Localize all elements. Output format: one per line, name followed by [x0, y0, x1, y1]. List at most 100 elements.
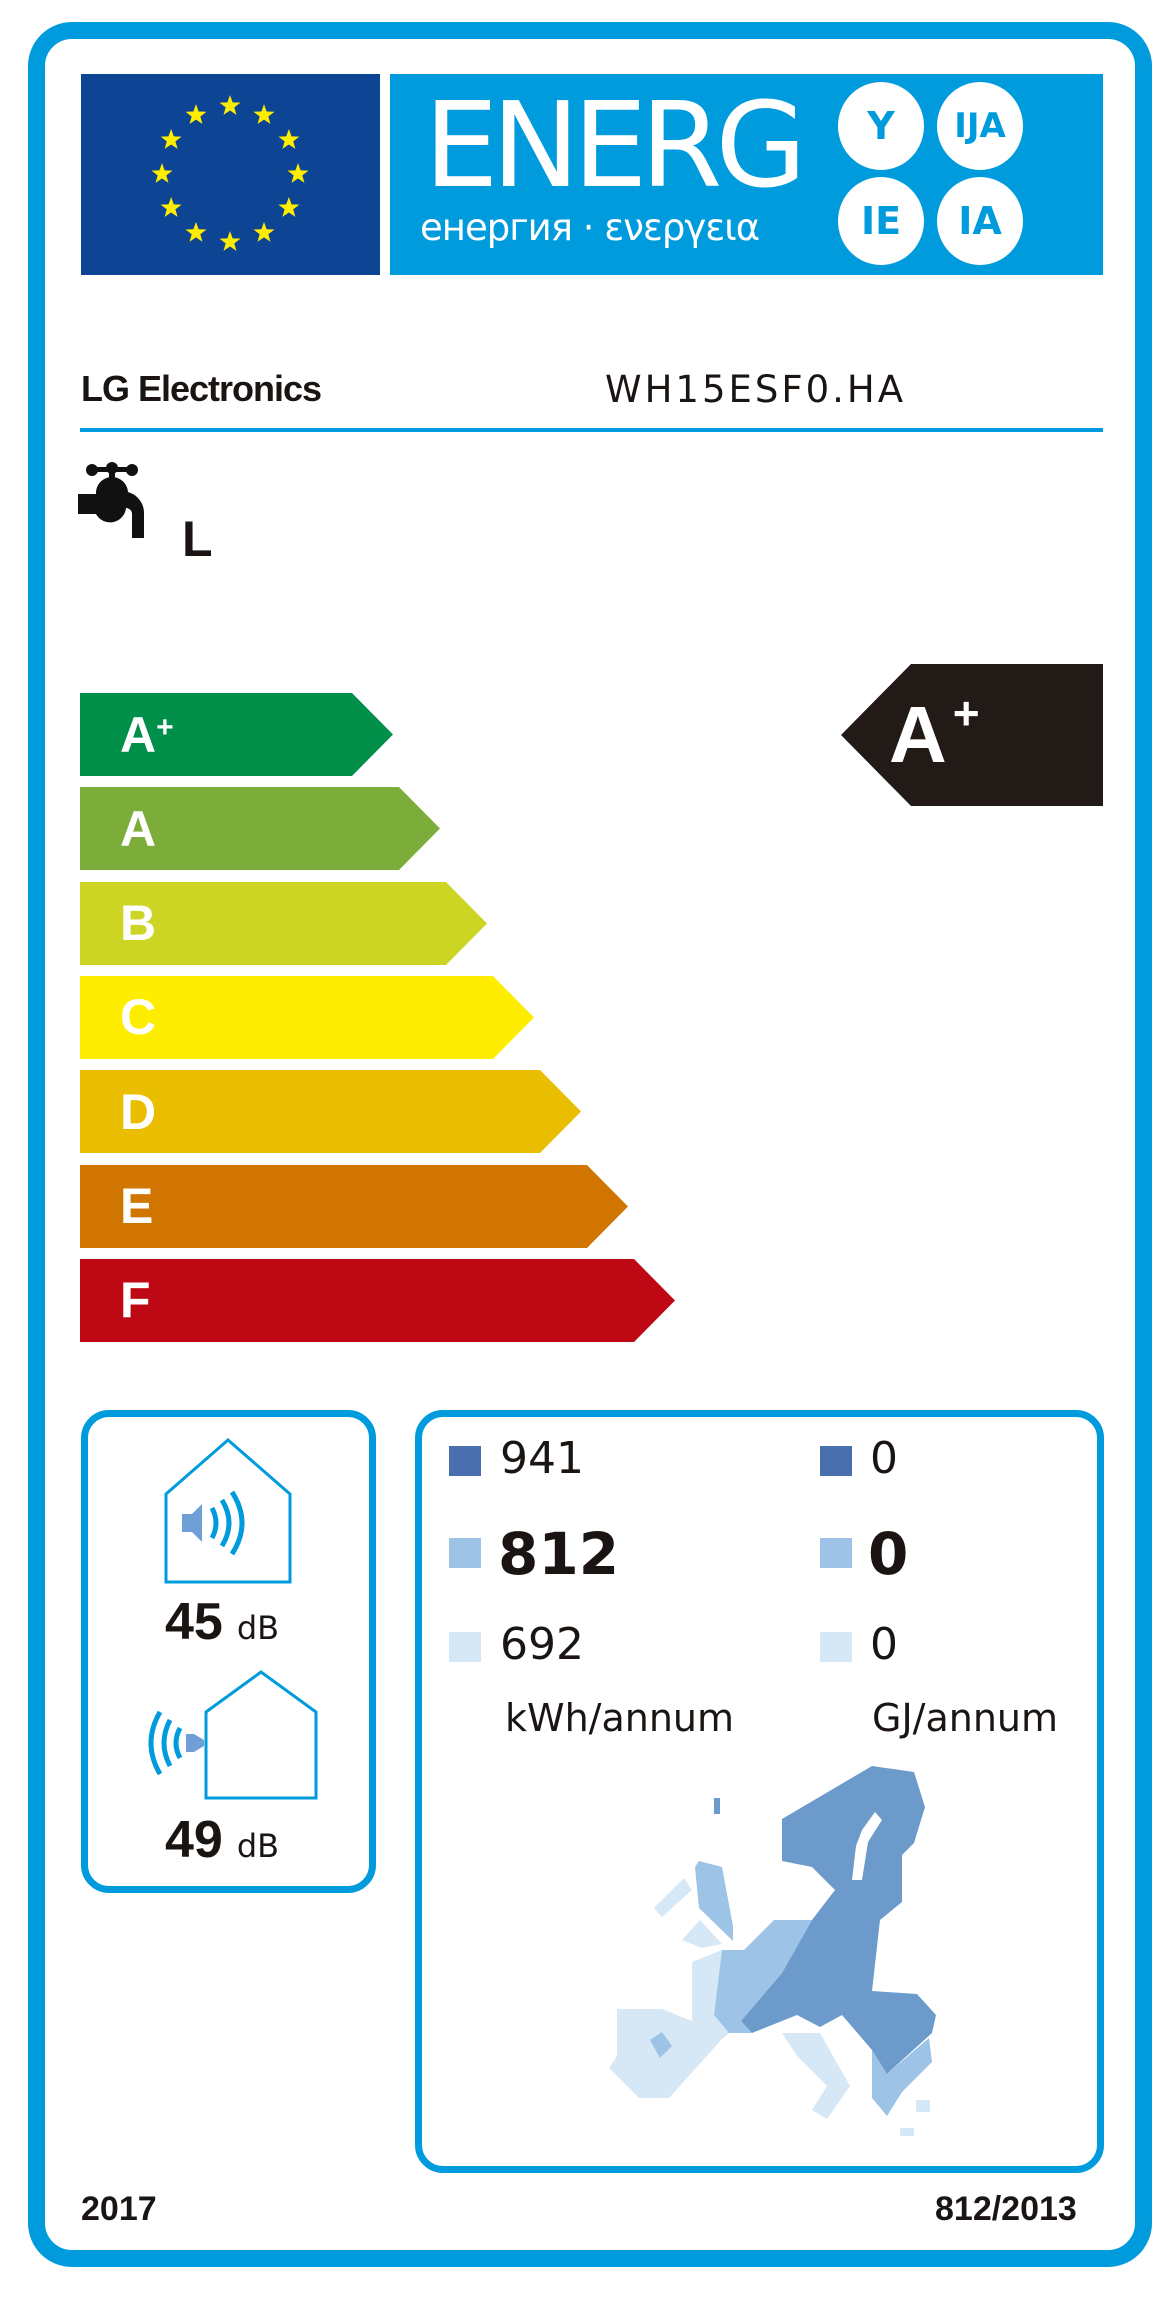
indoor-noise-level: 45 dB — [165, 1592, 279, 1652]
map-zone-warmer — [654, 1878, 692, 1917]
kwh-warmer: 692 — [500, 1619, 584, 1670]
rating-plus: + — [952, 687, 980, 739]
scale-bar-label: D — [120, 1070, 156, 1153]
eu-star-icon — [278, 197, 300, 217]
eu-star-icon — [253, 221, 275, 242]
energy-title: ENERG — [424, 76, 807, 214]
rating-arrow-shape — [841, 664, 1103, 806]
europe-climate-map — [609, 1766, 936, 2136]
label-year: 2017 — [81, 2190, 157, 2228]
scale-class-letter: C — [120, 989, 157, 1046]
scale-bar-shape — [80, 1258, 675, 1342]
regulation-number: 812/2013 — [935, 2190, 1077, 2228]
map-zone-average — [650, 2032, 672, 2058]
average-zone-swatch — [449, 1538, 481, 1568]
colder-zone-swatch — [449, 1446, 481, 1476]
scale-class-letter: F — [120, 1272, 151, 1329]
scale-bar-shape — [80, 975, 534, 1059]
outdoor-noise-icon — [148, 1670, 318, 1800]
map-zone-warmer — [900, 2128, 914, 2136]
scale-bar-label: B — [120, 882, 156, 965]
scale-bar-aplus: A + — [80, 693, 393, 776]
map-baltic-sea — [852, 1812, 882, 1880]
eu-star-icon — [185, 221, 207, 242]
scale-bar-label: A — [120, 787, 156, 870]
warmer-zone-swatch — [449, 1632, 481, 1662]
scale-bar-label: C — [120, 976, 156, 1059]
scale-bar-b: B — [80, 881, 487, 965]
average-zone-swatch-gj — [820, 1538, 852, 1568]
outdoor-noise-level: 49 dB — [165, 1810, 279, 1870]
label-frame — [28, 22, 1152, 2267]
eu-star-icon — [160, 129, 182, 149]
eu-star-icon — [185, 104, 207, 124]
load-profile-value: L — [182, 511, 213, 567]
eu-star-icon — [160, 197, 182, 217]
gj-average: 0 — [868, 1520, 909, 1588]
scale-bar-label: A + — [120, 693, 174, 776]
eu-star-icon — [219, 231, 241, 251]
scale-bar-shape — [80, 787, 440, 871]
suffix-y: Y — [838, 82, 924, 170]
map-zone-average — [695, 1861, 733, 1941]
eu-flag-icon — [81, 74, 380, 275]
scale-bar-f: F — [80, 1258, 675, 1342]
map-zone-colder — [741, 1920, 936, 2074]
kwh-average: 812 — [498, 1520, 620, 1588]
scale-bar-d: D — [80, 1070, 581, 1154]
indoor-noise-unit: dB — [236, 1609, 280, 1647]
scale-bar-label: F — [120, 1259, 151, 1342]
gj-colder: 0 — [870, 1433, 898, 1484]
rating-arrow: A + — [841, 664, 1103, 806]
map-zone-average — [714, 1920, 812, 2033]
noise-panel — [81, 1410, 376, 1893]
consumption-panel — [415, 1410, 1104, 2173]
scale-class-plus: + — [156, 710, 174, 744]
outdoor-noise-value: 49 — [165, 1811, 223, 1869]
kwh-colder: 941 — [500, 1433, 584, 1484]
scale-class-letter: B — [120, 895, 157, 952]
warmer-zone-swatch-gj — [820, 1632, 852, 1662]
eu-star-icon — [219, 95, 241, 115]
scale-bar-a: A — [80, 787, 440, 871]
eu-stars-icon — [151, 95, 309, 251]
suffix-ia: IA — [937, 177, 1023, 265]
rating-class: A + — [889, 664, 980, 806]
rating-letter: A — [889, 690, 947, 779]
indoor-noise-icon — [164, 1438, 292, 1584]
map-zone-average — [872, 2038, 932, 2116]
scale-bar-shape — [80, 881, 487, 965]
suffix-ija: IJA — [937, 82, 1023, 170]
scale-bar-shape — [80, 693, 393, 776]
supplier-name: LG Electronics — [81, 368, 322, 409]
map-zone-warmer — [916, 2100, 930, 2112]
header-divider — [80, 428, 1103, 432]
map-zone-colder — [782, 1766, 925, 1920]
water-tap-icon — [78, 462, 144, 538]
eu-star-icon — [287, 163, 309, 183]
gj-warmer: 0 — [870, 1619, 898, 1670]
map-zone-warmer — [682, 1920, 722, 1948]
map-zone-warmer — [692, 1950, 729, 2033]
eu-star-icon — [253, 104, 275, 124]
eu-star-icon — [151, 163, 173, 183]
scale-class-letter: A — [120, 706, 157, 763]
scale-class-letter: A — [120, 800, 157, 857]
scale-bar-e: E — [80, 1164, 628, 1248]
kwh-unit: kWh/annum — [505, 1696, 735, 1740]
scale-bar-shape — [80, 1164, 628, 1248]
map-zone-warmer — [609, 2009, 729, 2098]
model-identifier: WH15ESF0.HA — [605, 368, 907, 411]
scale-class-letter: E — [120, 1178, 154, 1234]
colder-zone-swatch-gj — [820, 1446, 852, 1476]
map-zone-colder — [714, 1798, 720, 1814]
map-zone-warmer — [782, 2033, 850, 2119]
gj-unit: GJ/annum — [872, 1696, 1059, 1740]
indoor-noise-value: 45 — [165, 1593, 223, 1651]
energy-subtitle: енергия · ενεργεια — [420, 206, 760, 249]
scale-bar-label: E — [120, 1165, 153, 1248]
scale-bar-c: C — [80, 975, 534, 1059]
outdoor-noise-unit: dB — [236, 1827, 280, 1865]
scale-class-letter: D — [120, 1083, 157, 1140]
